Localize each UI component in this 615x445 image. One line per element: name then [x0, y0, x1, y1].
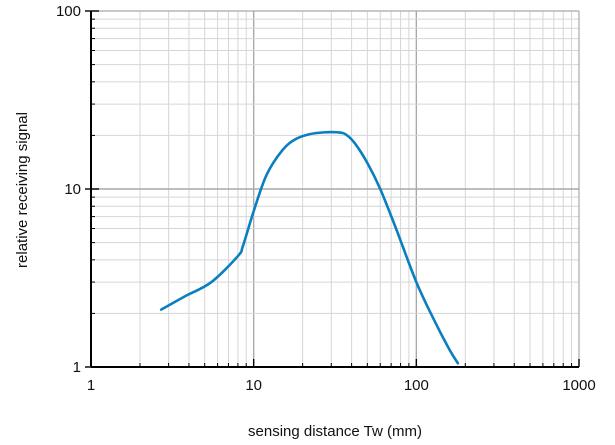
tick-labels: 1 10 100 1000 1 10 100: [56, 3, 596, 394]
x-tick-label: 10: [245, 377, 262, 394]
series-layer: [159, 130, 460, 365]
x-tick-label: 100: [404, 377, 429, 394]
grid: [91, 10, 580, 367]
y-tick-label: 1: [73, 359, 81, 376]
y-tick-label: 100: [56, 3, 81, 20]
y-tick-label: 10: [64, 181, 81, 198]
x-tick-label: 1: [87, 377, 95, 394]
x-axis-label: sensing distance Tw (mm): [248, 423, 422, 440]
x-tick-label: 1000: [562, 377, 595, 394]
axes: [85, 10, 580, 368]
series-line: [159, 130, 460, 365]
y-axis-label: relative receiving signal: [14, 112, 31, 268]
